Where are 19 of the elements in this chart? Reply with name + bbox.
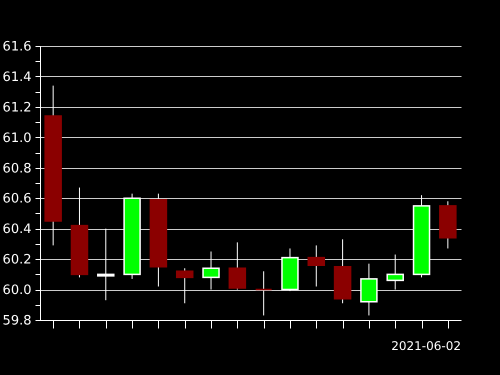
candlestick [228, 242, 246, 290]
y-tick-label: 61.2 [2, 100, 32, 116]
candlestick [254, 270, 272, 316]
y-tick-label: 61.0 [2, 130, 32, 146]
y-tick-label: 60.2 [2, 252, 32, 268]
y-tick-label: 60.0 [2, 283, 32, 298]
candlestick [97, 228, 115, 301]
y-tick-label: 61.6 [2, 40, 32, 54]
candlestick [360, 263, 378, 316]
y-tick-label: 61.4 [2, 70, 32, 85]
y-tick-label: 60.8 [2, 161, 32, 176]
candlestick [176, 268, 194, 304]
candlestick [202, 251, 220, 290]
y-tick-label: 60.4 [2, 222, 32, 238]
y-tick-label: 60.6 [2, 192, 32, 207]
y-tick-label: 59.8 [2, 314, 32, 328]
candlestick [386, 254, 404, 290]
candlestick [308, 244, 326, 288]
text: 2021-06-02 [391, 339, 461, 353]
